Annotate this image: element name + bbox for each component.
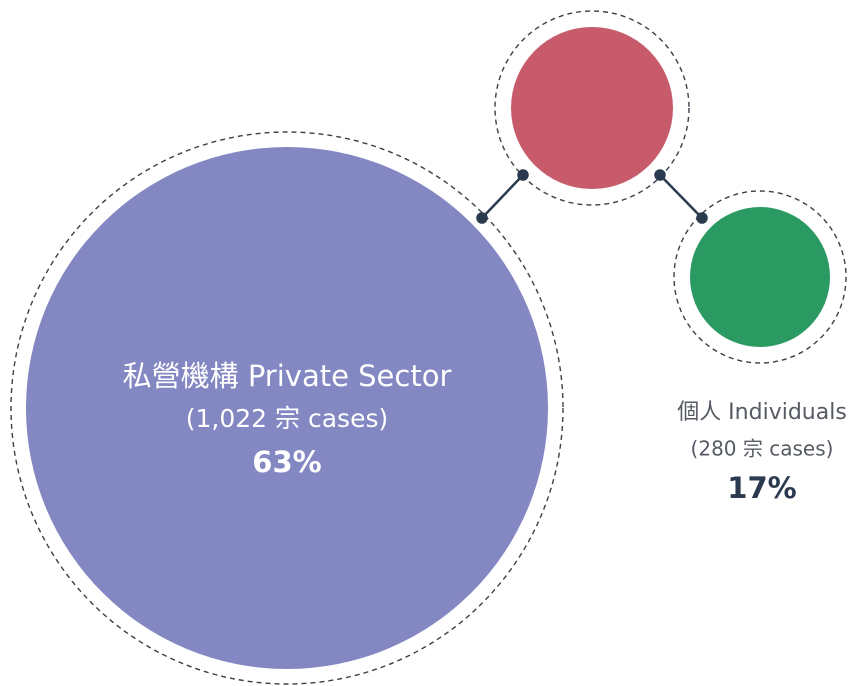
node-cases: (280 宗 cases) [691,437,834,461]
connector [481,174,524,219]
connector [659,174,703,219]
connectors [476,169,708,224]
connector-dot [517,169,529,181]
individuals-bubble [690,207,830,347]
private-sector-bubble [26,147,548,669]
dashed-ring [494,10,690,206]
red-bubble [511,27,673,189]
dashed-ring [10,131,564,685]
connector-dot [696,212,708,224]
node-label: 私營機構 Private Sector [123,359,452,393]
node-share: 17% [727,471,796,505]
dashed-ring [673,190,847,364]
connector-dot [654,169,666,181]
connector-dot [476,212,488,224]
node-label: 個人 Individuals [677,400,847,425]
node-share: 63% [252,445,321,479]
node-cases: (1,022 宗 cases) [186,404,388,433]
